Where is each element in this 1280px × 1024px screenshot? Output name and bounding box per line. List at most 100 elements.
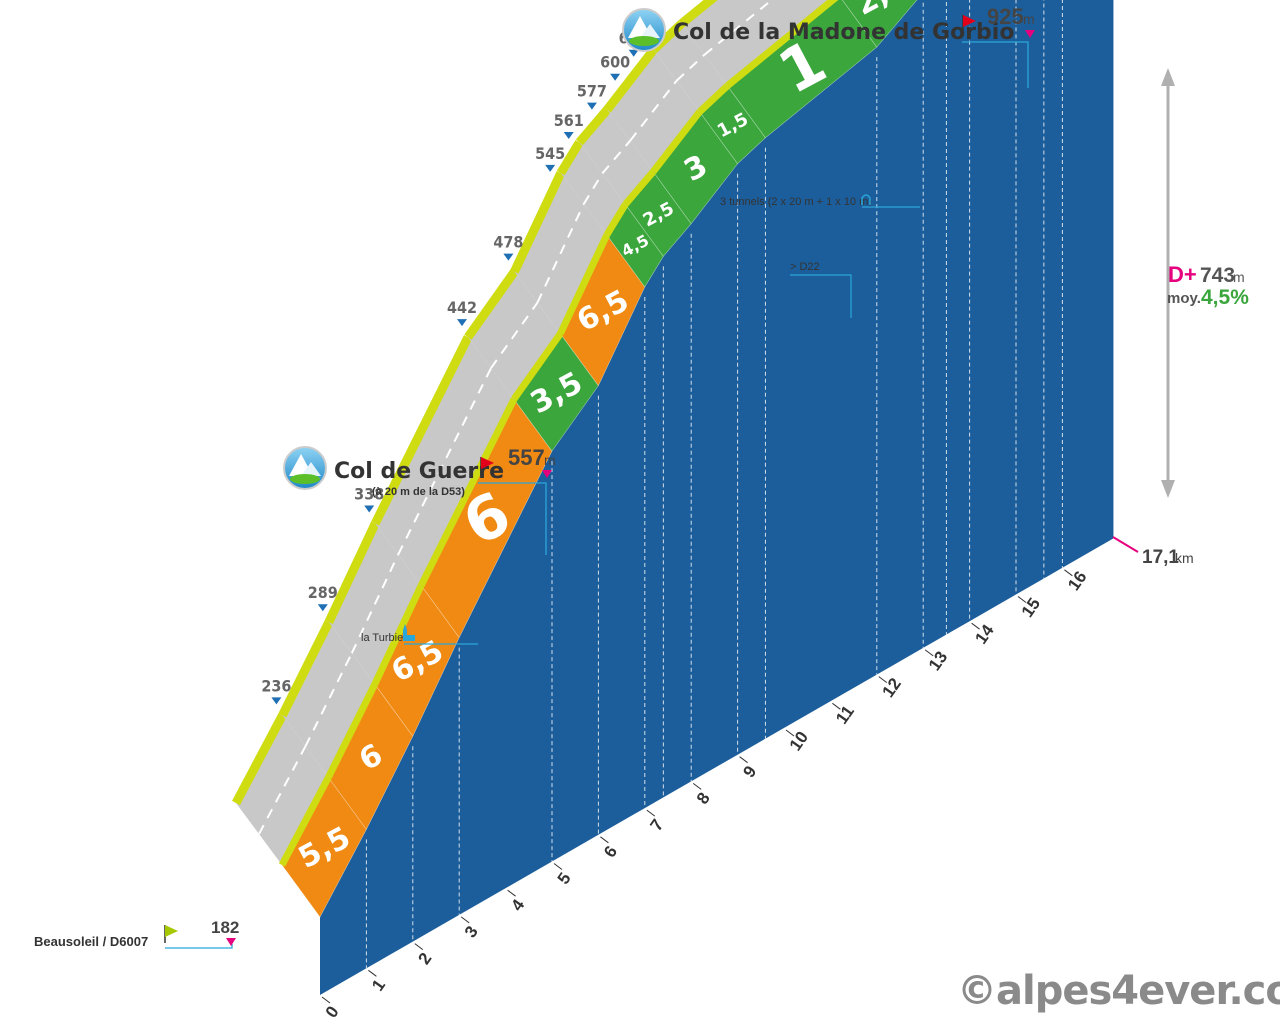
km-tick <box>1017 596 1027 603</box>
km-tick <box>460 916 470 924</box>
road-shoulder <box>650 109 703 174</box>
road-shoulder <box>464 269 519 340</box>
elevation-marker-icon <box>503 253 514 261</box>
road-shoulder <box>678 0 718 28</box>
annotation-d22: > D22 <box>790 261 852 318</box>
summit-name: Col de Guerre <box>334 459 504 484</box>
road-shoulder <box>371 335 473 526</box>
road-centerline <box>536 203 585 304</box>
km-tick-label: 5 <box>554 869 575 888</box>
road-shoulder <box>622 169 656 207</box>
total-distance-value: 17,1 <box>1142 547 1179 568</box>
road-centerline <box>629 80 678 142</box>
grade-segment <box>727 0 878 139</box>
road-centerline <box>350 554 400 654</box>
km-tick <box>692 783 702 790</box>
km-tick <box>1064 569 1073 577</box>
km-tick-label: 3 <box>461 923 482 942</box>
km-tick-label: 6 <box>600 842 621 861</box>
elevation-marker-icon <box>628 49 639 57</box>
road-shoulder <box>556 139 584 176</box>
summit-guerre: Col de Guerre (à 20 m de la D53) 557 m <box>283 445 556 555</box>
road-shoulder <box>232 713 287 806</box>
km-tick-label: 4 <box>507 895 528 914</box>
road-shoulder <box>371 583 425 686</box>
km-tick-label: 16 <box>1064 568 1090 594</box>
road-shoulder <box>575 106 611 146</box>
road-shoulder <box>511 331 564 402</box>
km-tick-label: 0 <box>322 1003 343 1022</box>
km-tick-label: 8 <box>693 789 714 808</box>
annotation-text: la Turbie <box>361 632 403 644</box>
dplus-label: D+ <box>1168 262 1197 287</box>
marker-triangle-icon <box>542 470 552 478</box>
copyright-text: ©alpes4ever.com <box>957 968 1280 1014</box>
elevation-label: 561 <box>554 111 584 130</box>
marker-triangle-icon <box>1025 30 1035 38</box>
flag-icon <box>164 925 178 943</box>
elevation-marker-icon <box>271 697 282 705</box>
profile-wall-face <box>320 0 1114 995</box>
avg-label: moy. <box>1167 290 1201 307</box>
km-tick-label: 9 <box>739 762 760 781</box>
height-dimension-arrow <box>1161 68 1175 498</box>
summit-unit: m <box>1023 11 1035 27</box>
elevation-marker-icon <box>317 604 328 612</box>
km-tick-label: 15 <box>1018 594 1044 620</box>
flag-icon <box>962 15 976 33</box>
road-shoulder <box>725 0 839 89</box>
km-tick <box>553 863 563 870</box>
km-tick <box>368 969 377 977</box>
elevation-label: 577 <box>577 82 607 101</box>
road-shoulder <box>603 47 658 113</box>
annotation-turbie: la Turbie <box>361 624 478 645</box>
annotation-tunnels: 3 tunnels (2 x 20 m + 1 x 10 m) <box>720 194 920 208</box>
total-distance-unit: km <box>1175 550 1194 566</box>
summit-altitude: 925 <box>987 4 1024 29</box>
elevation-label: 478 <box>493 233 523 252</box>
elevation-label: 545 <box>535 144 565 163</box>
profile-wall <box>320 0 1114 995</box>
climb-stats: D+ 743 m moy. 4,5% <box>1167 262 1249 309</box>
km-tick <box>600 836 609 844</box>
km-tick <box>646 809 656 817</box>
summit-note: (à 20 m de la D53) <box>372 486 465 498</box>
road-shoulder <box>324 521 380 625</box>
road-centerline <box>601 140 631 174</box>
road-surface <box>232 0 839 867</box>
road-shoulder <box>278 775 332 867</box>
km-tick-label: 1 <box>368 976 389 995</box>
road-shoulder <box>697 83 730 115</box>
elevation-label: 338 <box>354 484 384 503</box>
road-shoulder <box>557 233 610 336</box>
road-centerline <box>582 172 604 205</box>
km-tick-label: 7 <box>647 816 668 835</box>
road-segment <box>236 715 329 865</box>
road-shoulder <box>418 397 518 588</box>
road-centerline <box>675 54 706 82</box>
elevation-label: 236 <box>261 676 291 695</box>
road-segment <box>560 142 626 235</box>
elevation-label: 442 <box>447 298 477 317</box>
road-segment <box>681 0 833 86</box>
elevation-label: 600 <box>600 53 630 72</box>
km-tick-label: 13 <box>925 648 951 674</box>
summit-name: Col de la Madone de Gorbio <box>673 20 1014 45</box>
km-tick <box>321 996 331 1004</box>
flag-icon <box>480 457 494 475</box>
elevation-marker-icon <box>586 102 597 110</box>
road-centerline <box>490 302 539 369</box>
km-tick <box>785 729 795 737</box>
road-shoulder <box>510 171 565 274</box>
marker-triangle-icon <box>226 938 236 946</box>
km-tick-label: 2 <box>415 949 436 968</box>
elevation-marker-icon <box>545 164 556 172</box>
km-tick <box>878 676 888 683</box>
start-name: Beausoleil / D6007 <box>34 934 148 949</box>
summit-madone: Col de la Madone de Gorbio 925 m <box>622 4 1035 88</box>
elevation-marker-icon <box>610 73 621 81</box>
dplus-value: 743 <box>1200 264 1235 287</box>
road-segment <box>375 337 514 586</box>
total-distance: 17,1 km <box>1112 536 1194 568</box>
